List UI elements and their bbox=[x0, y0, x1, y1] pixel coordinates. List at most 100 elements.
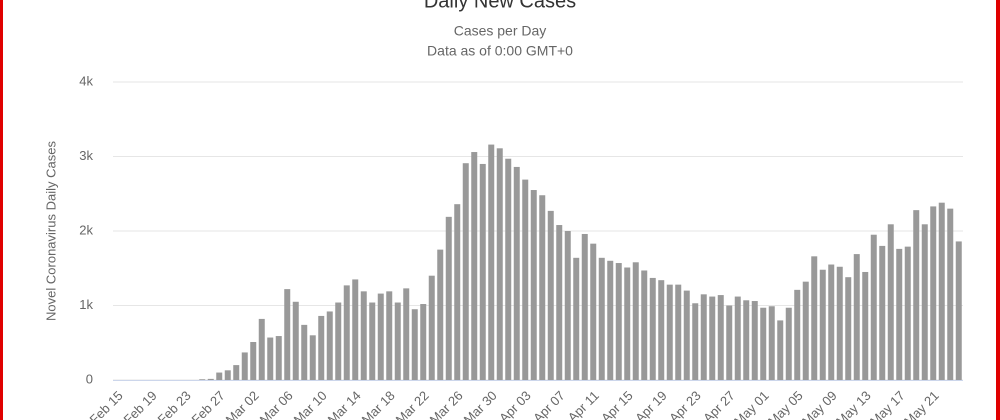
bar bbox=[199, 379, 206, 380]
bar bbox=[496, 148, 503, 380]
bar bbox=[233, 365, 240, 380]
bar bbox=[632, 262, 639, 380]
bar bbox=[590, 243, 597, 380]
bar bbox=[343, 285, 350, 380]
bar bbox=[777, 320, 784, 380]
border-left bbox=[0, 0, 3, 420]
bar bbox=[505, 158, 512, 380]
bar bbox=[267, 337, 274, 380]
bar bbox=[607, 260, 614, 380]
bar bbox=[862, 271, 869, 380]
bar bbox=[309, 335, 316, 380]
bar bbox=[318, 315, 325, 380]
bar bbox=[454, 204, 461, 380]
bar bbox=[811, 256, 818, 380]
bar bbox=[734, 296, 741, 380]
bar bbox=[930, 206, 937, 380]
chart-title: Daily New Cases bbox=[424, 0, 576, 12]
bar bbox=[828, 264, 835, 380]
bar bbox=[921, 224, 928, 380]
bar bbox=[539, 195, 546, 380]
bar bbox=[717, 295, 724, 380]
bar bbox=[513, 166, 520, 380]
bar bbox=[445, 216, 452, 380]
bar bbox=[479, 163, 486, 380]
bar bbox=[879, 245, 886, 380]
bar bbox=[437, 249, 444, 380]
bar bbox=[819, 269, 826, 380]
bar bbox=[658, 280, 665, 380]
bar bbox=[666, 284, 673, 380]
bar bbox=[624, 267, 631, 380]
bar bbox=[675, 284, 682, 380]
bar bbox=[428, 275, 435, 380]
bar bbox=[377, 293, 384, 380]
bar bbox=[241, 352, 248, 380]
bar bbox=[947, 208, 954, 380]
bar bbox=[938, 202, 945, 380]
bar bbox=[258, 318, 265, 380]
bar bbox=[870, 234, 877, 380]
chart-subtitle: Data as of 0:00 GMT+0 bbox=[427, 43, 573, 59]
y-tick-label: 3k bbox=[79, 148, 93, 163]
bar bbox=[802, 281, 809, 380]
bar bbox=[726, 305, 733, 380]
bar bbox=[853, 254, 860, 380]
y-tick-label: 4k bbox=[79, 73, 93, 88]
bar bbox=[360, 291, 367, 380]
bar bbox=[216, 372, 223, 380]
bar bbox=[301, 324, 308, 380]
y-tick-label: 0 bbox=[86, 371, 93, 386]
bar bbox=[462, 163, 469, 380]
bar bbox=[420, 304, 427, 380]
bar bbox=[845, 277, 852, 380]
bar bbox=[836, 266, 843, 380]
bar bbox=[530, 190, 537, 380]
bar bbox=[369, 302, 376, 380]
border-right bbox=[996, 0, 1000, 420]
bar bbox=[224, 370, 231, 380]
bar bbox=[641, 270, 648, 380]
bar bbox=[471, 152, 478, 380]
bar bbox=[411, 309, 418, 380]
bar bbox=[488, 144, 495, 380]
bar bbox=[743, 300, 750, 380]
bar bbox=[785, 307, 792, 380]
bar bbox=[887, 224, 894, 380]
bar bbox=[573, 257, 580, 380]
bar bbox=[386, 291, 393, 380]
bar bbox=[207, 378, 214, 380]
bar bbox=[615, 263, 622, 380]
bar bbox=[394, 302, 401, 380]
bar bbox=[581, 233, 588, 380]
bar bbox=[335, 302, 342, 380]
y-tick-label: 2k bbox=[79, 222, 93, 237]
bar bbox=[556, 225, 563, 380]
bar bbox=[904, 246, 911, 380]
bar bbox=[955, 241, 962, 380]
bar bbox=[913, 210, 920, 380]
bar bbox=[768, 306, 775, 380]
bar bbox=[692, 303, 699, 380]
bar bbox=[751, 301, 758, 380]
bar bbox=[760, 307, 767, 380]
y-axis-label: Novel Coronavirus Daily Cases bbox=[43, 141, 58, 321]
bar bbox=[403, 288, 410, 380]
bar bbox=[547, 210, 554, 380]
bar bbox=[564, 231, 571, 380]
bar bbox=[326, 311, 333, 380]
bar bbox=[250, 342, 257, 380]
chart-subtitle: Cases per Day bbox=[454, 23, 547, 39]
bar bbox=[284, 289, 291, 380]
y-tick-label: 1k bbox=[79, 297, 93, 312]
bar bbox=[709, 296, 716, 380]
bar bbox=[352, 279, 359, 380]
bar bbox=[292, 301, 299, 380]
bar bbox=[794, 289, 801, 380]
bar bbox=[275, 336, 282, 380]
bar bbox=[683, 290, 690, 380]
bar bbox=[522, 179, 529, 380]
bar bbox=[896, 248, 903, 380]
